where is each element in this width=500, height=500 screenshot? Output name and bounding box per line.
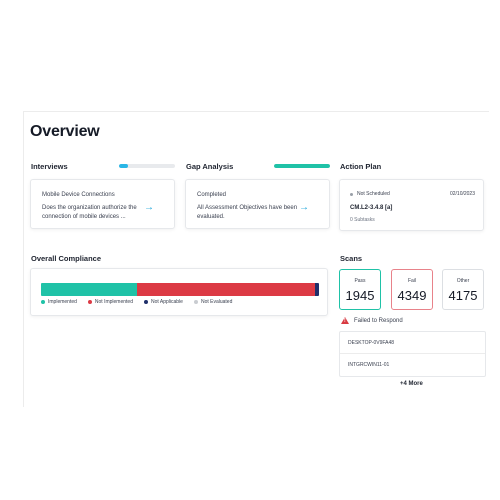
gap-analysis-card[interactable]: Completed All Assessment Objectives have…: [185, 179, 330, 229]
host-item[interactable]: DESKTOP-0V9FA48: [340, 332, 485, 354]
scan-fail-count: 4349: [397, 288, 427, 303]
scan-pass-count: 1945: [345, 288, 375, 303]
compliance-legend: Implemented Not Implemented Not Applicable…: [41, 299, 232, 305]
legend-dot-icon: [41, 300, 45, 304]
scan-other-label: Other: [456, 278, 470, 284]
gap-analysis-card-title: Completed: [197, 192, 227, 198]
action-plan-status: Not Scheduled: [350, 191, 390, 197]
legend-label: Not Implemented: [94, 299, 133, 305]
interviews-heading: Interviews: [31, 162, 68, 171]
legend-label: Implemented: [48, 299, 77, 305]
scan-fail-box[interactable]: Fail 4349: [391, 269, 433, 310]
more-hosts-link[interactable]: +4 More: [400, 381, 423, 387]
scan-pass-label: Pass: [354, 278, 366, 284]
gap-analysis-progress-fill: [274, 164, 330, 168]
legend-dot-icon: [87, 300, 92, 304]
scan-fail-label: Fail: [407, 278, 417, 284]
legend-label: Not Applicable: [150, 299, 183, 305]
interviews-card-text: Does the organization authorize the conn…: [42, 205, 137, 220]
gap-analysis-heading: Gap Analysis: [186, 162, 234, 171]
overview-panel: [23, 111, 489, 407]
gap-analysis-progress: [274, 164, 330, 168]
compliance-segment-not-implemented: [136, 283, 315, 296]
legend-item: Not Implemented: [87, 299, 133, 305]
legend-dot-icon: [143, 300, 148, 304]
arrow-right-icon[interactable]: →: [144, 202, 154, 213]
host-item[interactable]: INTGRCWIN11-01: [348, 362, 390, 368]
action-plan-heading: Action Plan: [340, 162, 382, 171]
failed-to-respond-label: Failed to Respond: [354, 317, 403, 324]
arrow-right-icon[interactable]: →: [299, 202, 309, 213]
legend-label: Not Evaluated: [200, 299, 233, 305]
compliance-segment-not-applicable: [314, 283, 319, 296]
scan-other-count: 4175: [448, 288, 478, 303]
scan-pass-box[interactable]: Pass 1945: [339, 269, 381, 310]
legend-item: Implemented: [41, 299, 77, 305]
failed-to-respond: ! Failed to Respond: [341, 317, 403, 324]
gap-analysis-card-text: All Assessment Objectives have been eval…: [197, 205, 298, 220]
status-dot-icon: [350, 192, 353, 196]
action-plan-code: CM.L2-3.4.8 [a]: [350, 205, 393, 211]
warning-icon: !: [341, 317, 349, 324]
scan-other-box[interactable]: Other 4175: [442, 269, 484, 310]
compliance-bar: [41, 283, 319, 296]
compliance-heading: Overall Compliance: [31, 254, 102, 263]
legend-dot-icon: [193, 300, 198, 304]
interviews-progress: [119, 164, 175, 168]
legend-item: Not Applicable: [143, 299, 183, 305]
interviews-card[interactable]: Mobile Device Connections Does the organ…: [30, 179, 175, 229]
action-plan-status-label: Not Scheduled: [357, 191, 390, 197]
page-title: Overview: [30, 123, 100, 140]
action-plan-date: 02/10/2023: [449, 191, 475, 197]
action-plan-card[interactable]: Not Scheduled 02/10/2023 CM.L2-3.4.8 [a]…: [339, 179, 484, 231]
interviews-progress-fill: [119, 164, 128, 168]
action-plan-subtasks: 0 Subtasks: [350, 217, 375, 223]
failed-host-list: DESKTOP-0V9FA48 INTGRCWIN11-01: [339, 331, 486, 377]
legend-item: Not Evaluated: [193, 299, 233, 305]
scans-heading: Scans: [340, 254, 363, 263]
interviews-card-title: Mobile Device Connections: [42, 192, 115, 198]
compliance-segment-implemented: [41, 283, 137, 296]
